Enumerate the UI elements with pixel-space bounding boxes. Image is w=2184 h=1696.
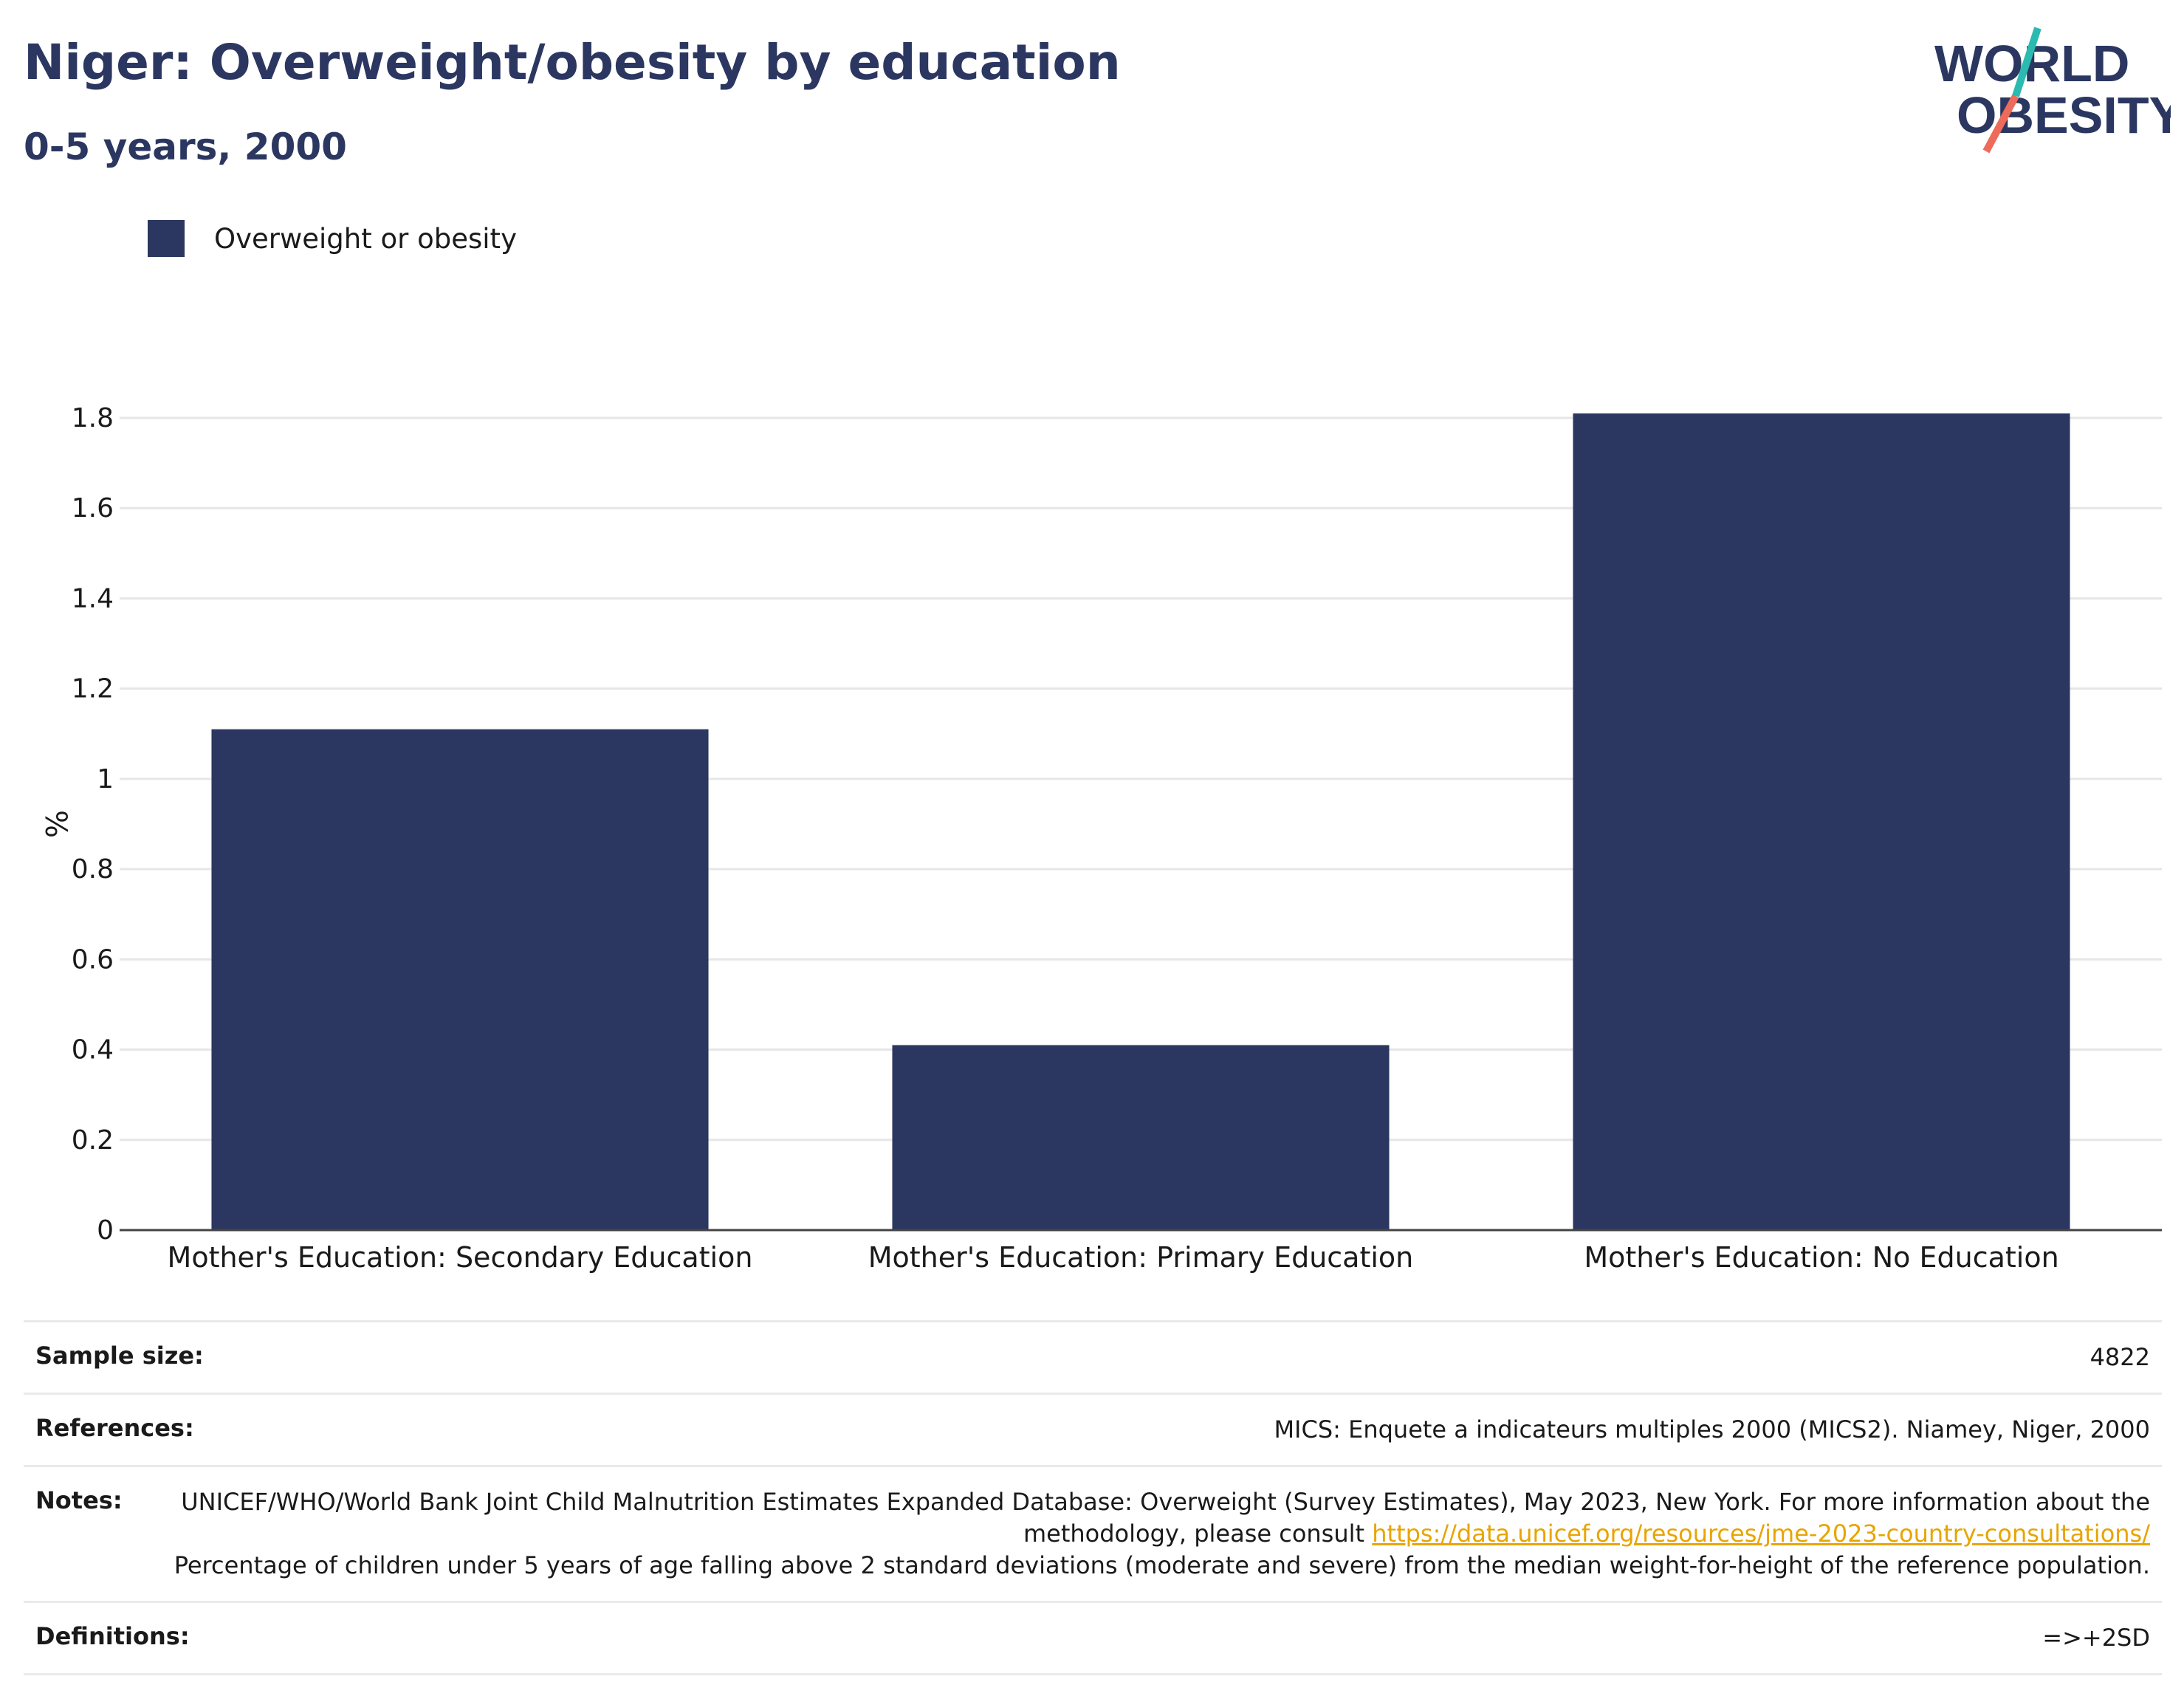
y-tick-label: 1.8 xyxy=(72,403,114,433)
notes-definition-text: Percentage of children under 5 years of … xyxy=(174,1551,2150,1579)
bar xyxy=(892,1045,1390,1230)
y-tick-label: 1.2 xyxy=(72,674,114,704)
y-tick-label: 1 xyxy=(97,764,114,794)
chart-legend[interactable]: Overweight or obesity xyxy=(148,220,517,257)
references-label: References: xyxy=(35,1414,194,1442)
references-value: MICS: Enquete a indicateurs multiples 20… xyxy=(1274,1415,2150,1443)
legend-swatch xyxy=(148,220,185,257)
notes-row: Notes: UNICEF/WHO/World Bank Joint Child… xyxy=(24,1465,2162,1601)
y-tick-label: 1.6 xyxy=(72,493,114,523)
sample-size-row: Sample size: 4822 xyxy=(24,1320,2162,1393)
x-tick-label: Mother's Education: No Education xyxy=(1584,1241,2058,1274)
x-tick-label: Mother's Education: Secondary Education xyxy=(168,1241,753,1274)
y-tick-label: 0.4 xyxy=(72,1035,114,1065)
notes-text: UNICEF/WHO/World Bank Joint Child Malnut… xyxy=(181,1488,2150,1548)
notes-label: Notes: xyxy=(35,1486,123,1514)
sample-size-label: Sample size: xyxy=(35,1342,204,1370)
legend-label: Overweight or obesity xyxy=(214,222,517,255)
y-tick-label: 0 xyxy=(97,1215,114,1246)
bar xyxy=(1573,413,2070,1230)
chart-subtitle: 0-5 years, 2000 xyxy=(24,126,347,168)
definitions-value: =>+2SD xyxy=(2042,1624,2150,1652)
info-table: Sample size: 4822 References: MICS: Enqu… xyxy=(24,1320,2162,1675)
references-row: References: MICS: Enquete a indicateurs … xyxy=(24,1393,2162,1465)
y-axis-label: % xyxy=(38,810,72,838)
bar-chart: 0 0.2 0.4 0.6 0.8 1 1.2 1.4 1.6 1.8 Mother's Educa… xyxy=(38,403,2162,1274)
y-tick-label: 0.2 xyxy=(72,1125,114,1156)
definitions-row: Definitions: =>+2SD xyxy=(24,1601,2162,1675)
y-tick-label: 0.6 xyxy=(72,944,114,975)
y-tick-label: 1.4 xyxy=(72,583,114,614)
y-tick-label: 0.8 xyxy=(72,854,114,885)
world-obesity-logo: WORLD OBESITY xyxy=(1934,27,2171,154)
chart-title: Niger: Overweight/obesity by education xyxy=(24,34,1121,91)
definitions-label: Definitions: xyxy=(35,1622,190,1650)
bar xyxy=(211,729,709,1230)
sample-size-value: 4822 xyxy=(2089,1343,2150,1371)
notes-value: UNICEF/WHO/World Bank Joint Child Malnut… xyxy=(152,1486,2150,1582)
x-tick-label: Mother's Education: Primary Education xyxy=(868,1241,1414,1274)
methodology-link[interactable]: https://data.unicef.org/resources/jme-20… xyxy=(1372,1520,2150,1548)
